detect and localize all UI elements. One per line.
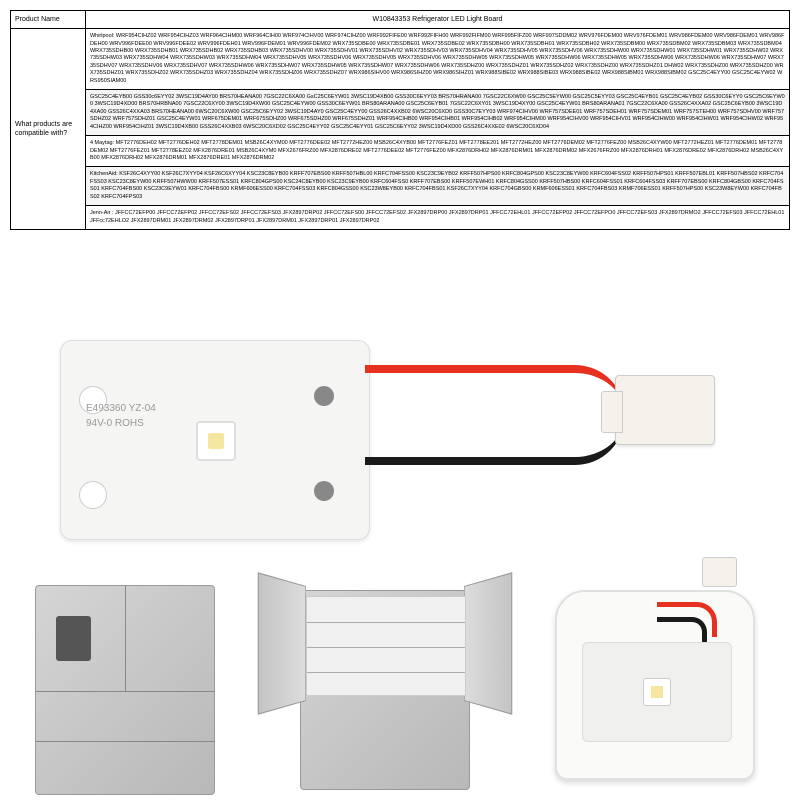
shelf — [307, 647, 465, 648]
board-marking: E493360 YZ-04 94V-0 ROHS — [86, 401, 156, 431]
fridge-open-image — [300, 590, 470, 790]
led-board-image: E493360 YZ-04 94V-0 ROHS — [60, 340, 370, 540]
led-assembly-image — [555, 590, 755, 780]
spec-table: Product Name W10843353 Refrigerator LED … — [10, 10, 790, 230]
product-name-value: W10843353 Refrigerator LED Light Board — [85, 11, 789, 29]
small-black-wire — [657, 617, 707, 642]
shelf — [307, 622, 465, 623]
led-chip — [196, 421, 236, 461]
small-led-chip — [643, 678, 671, 706]
product-images: E493360 YZ-04 94V-0 ROHS — [0, 320, 800, 800]
solder-point — [314, 386, 334, 406]
jennair-models: Jenn-Air : JFFCC72EFP00 JFFCC72EFP02 JFF… — [85, 206, 789, 230]
inner-board — [582, 642, 732, 742]
door-right — [464, 572, 512, 715]
black-wire — [365, 415, 625, 465]
board-text-1: E493360 YZ-04 — [86, 401, 156, 416]
door-left — [258, 572, 306, 715]
fridge-closed-image — [35, 585, 215, 795]
connector — [615, 375, 715, 445]
shelf — [307, 672, 465, 673]
mounting-hole — [79, 481, 107, 509]
gsc-models: GSC25C4EYB00 GSS30c6EYY02 3WSC19D4AY00 B… — [85, 90, 789, 136]
fridge-interior — [306, 596, 466, 696]
maytag-models: 4 Maytag: MFT2776DEH02 MFT2776DEH02 MFT2… — [85, 136, 789, 167]
dispenser — [56, 616, 91, 661]
product-name-label: Product Name — [11, 11, 86, 29]
board-text-2: 94V-0 ROHS — [86, 416, 156, 431]
whirlpool-models: Whirlpool: WRF954CIHZ02 WRF954CIHZ03 WRF… — [85, 29, 789, 90]
compat-label: What products are compatible with? — [11, 29, 86, 230]
red-wire — [365, 365, 625, 415]
solder-point — [314, 481, 334, 501]
small-connector — [702, 557, 737, 587]
kitchenaid-models: KitchenAid: KSF26C4XYY00 KSF26C7XYY04 KS… — [85, 167, 789, 206]
